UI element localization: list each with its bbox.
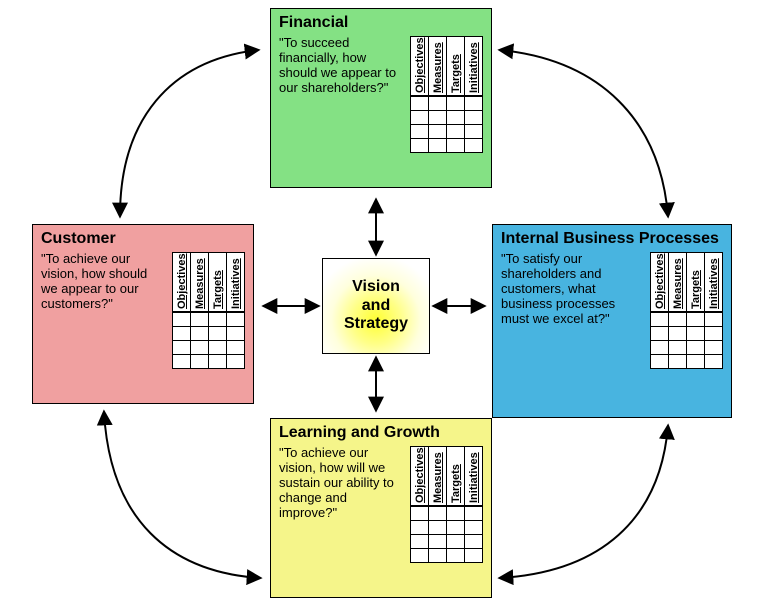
balanced-scorecard-diagram: Financial "To succeed financially, how s… bbox=[0, 0, 768, 608]
grid-header-targets: Targets bbox=[450, 464, 462, 503]
grid-header-measures: Measures bbox=[672, 258, 684, 309]
grid-header-measures: Measures bbox=[432, 42, 444, 93]
grid-header-objectives: Objectives bbox=[654, 253, 666, 309]
arrow-learning-to-customer bbox=[104, 412, 260, 578]
grid-header-objectives: Objectives bbox=[414, 37, 426, 93]
grid-header-targets: Targets bbox=[690, 270, 702, 309]
grid-header-initiatives: Initiatives bbox=[708, 258, 720, 309]
internal-scorecard-grid: Objectives Measures Targets Initiatives bbox=[650, 252, 723, 369]
financial-question: "To succeed financially, how should we a… bbox=[279, 36, 404, 96]
grid-header-initiatives: Initiatives bbox=[468, 452, 480, 503]
grid-header-measures: Measures bbox=[432, 452, 444, 503]
financial-scorecard-grid: Objectives Measures Targets Initiatives bbox=[410, 36, 483, 153]
financial-title: Financial bbox=[279, 15, 483, 32]
internal-question: "To satisfy our shareholders and custome… bbox=[501, 252, 644, 327]
perspective-learning: Learning and Growth "To achieve our visi… bbox=[270, 418, 492, 598]
perspective-financial: Financial "To succeed financially, how s… bbox=[270, 8, 492, 188]
arrow-customer-to-financial bbox=[120, 50, 258, 216]
customer-scorecard-grid: Objectives Measures Targets Initiatives bbox=[172, 252, 245, 369]
vision-strategy-center: Vision and Strategy bbox=[322, 258, 430, 354]
grid-header-objectives: Objectives bbox=[176, 253, 188, 309]
learning-scorecard-grid: Objectives Measures Targets Initiatives bbox=[410, 446, 483, 563]
arrow-financial-to-internal bbox=[500, 50, 668, 216]
internal-title: Internal Business Processes bbox=[501, 231, 723, 248]
grid-header-targets: Targets bbox=[212, 270, 224, 309]
grid-header-measures: Measures bbox=[194, 258, 206, 309]
center-line3: Strategy bbox=[344, 315, 408, 332]
arrow-internal-to-learning bbox=[500, 426, 668, 578]
grid-header-objectives: Objectives bbox=[414, 447, 426, 503]
center-line1: Vision bbox=[352, 278, 400, 295]
learning-question: "To achieve our vision, how will we sust… bbox=[279, 446, 404, 521]
learning-title: Learning and Growth bbox=[279, 425, 483, 442]
grid-header-targets: Targets bbox=[450, 54, 462, 93]
perspective-internal: Internal Business Processes "To satisfy … bbox=[492, 224, 732, 418]
customer-question: "To achieve our vision, how should we ap… bbox=[41, 252, 166, 312]
perspective-customer: Customer "To achieve our vision, how sho… bbox=[32, 224, 254, 404]
grid-header-initiatives: Initiatives bbox=[230, 258, 242, 309]
grid-header-initiatives: Initiatives bbox=[468, 42, 480, 93]
center-line2: and bbox=[362, 297, 390, 314]
customer-title: Customer bbox=[41, 231, 245, 248]
